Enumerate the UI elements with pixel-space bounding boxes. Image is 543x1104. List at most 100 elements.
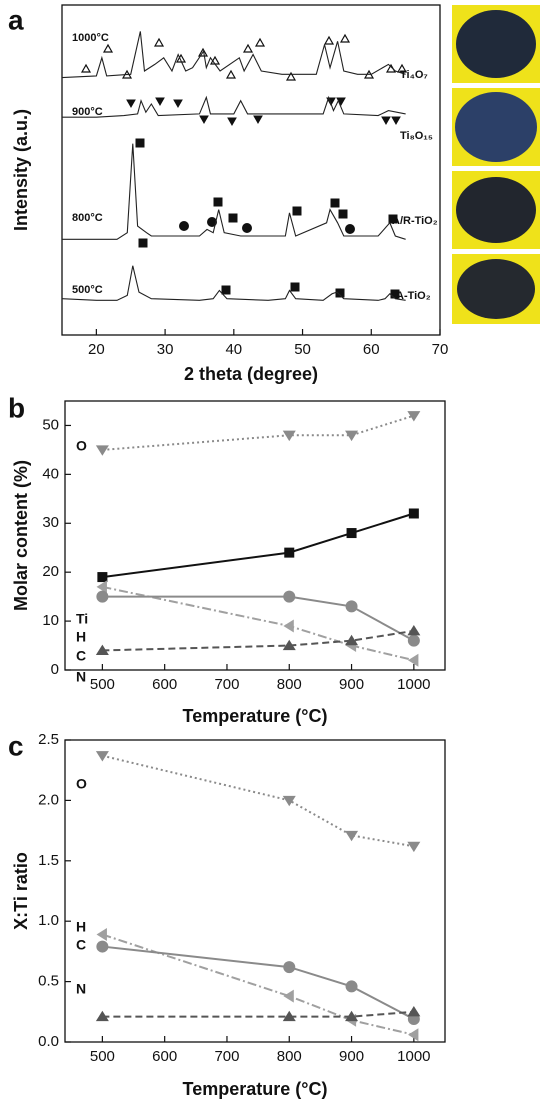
series-label: 500°C <box>72 284 103 296</box>
peak-marker <box>338 209 348 219</box>
peak-marker <box>335 288 345 298</box>
series-line <box>102 945 415 1020</box>
series-line <box>102 414 415 451</box>
marker <box>408 508 419 519</box>
marker <box>407 841 421 853</box>
marker <box>96 580 107 594</box>
y-tick-label: 10 <box>42 612 59 629</box>
peak-marker <box>221 285 231 295</box>
peak-marker <box>179 221 189 231</box>
x-tick-label: 40 <box>225 341 242 358</box>
marker <box>345 980 358 993</box>
photo-sample <box>456 10 536 78</box>
y-tick-label: 20 <box>42 563 59 580</box>
phase-label: A-TiO₂ <box>396 290 431 302</box>
panel-label: b <box>8 392 25 423</box>
marker <box>284 547 295 558</box>
marker <box>283 619 294 633</box>
marker <box>282 639 296 651</box>
marker <box>282 430 296 442</box>
marker <box>407 1005 421 1017</box>
x-axis-label: Temperature (°C) <box>183 1079 328 1099</box>
x-tick-label: 30 <box>157 341 174 358</box>
y-tick-label: 0.0 <box>38 1033 59 1050</box>
marker <box>345 830 359 842</box>
series-label: N <box>76 981 86 997</box>
series-label: H <box>76 629 86 645</box>
x-tick-label: 800 <box>277 676 302 693</box>
marker <box>407 411 421 422</box>
series-line <box>102 933 415 1036</box>
y-axis-label: X:Ti ratio <box>11 852 31 930</box>
photo-sample <box>457 259 535 319</box>
series-line <box>62 143 406 240</box>
series-label: C <box>76 648 86 664</box>
peak-marker <box>330 198 340 208</box>
plot-frame <box>64 739 446 1043</box>
peak-marker <box>345 224 355 234</box>
phase-label: A/R-TiO₂ <box>392 215 438 227</box>
phase-label: Ti₈O₁₅ <box>400 130 433 142</box>
phase-label: Ti₄O₇ <box>400 69 428 81</box>
marker <box>282 795 296 807</box>
series-label: C <box>76 937 86 953</box>
peak-marker <box>388 214 398 224</box>
series-label: N <box>76 669 86 685</box>
y-tick-label: 2.0 <box>38 791 59 808</box>
plot-frame <box>61 4 441 336</box>
marker <box>282 1010 296 1022</box>
series-line <box>61 265 406 301</box>
series-label: H <box>76 919 86 935</box>
y-tick-label: 0.5 <box>38 973 59 990</box>
marker <box>95 751 109 762</box>
panel-label: a <box>8 4 24 35</box>
y-tick-label: 30 <box>42 514 59 531</box>
marker <box>283 989 294 1003</box>
marker <box>95 644 109 655</box>
x-tick-label: 800 <box>277 1048 302 1065</box>
x-tick-label: 60 <box>363 341 380 358</box>
peak-marker <box>213 197 223 207</box>
series-line <box>102 585 415 662</box>
sample-photos <box>452 5 540 324</box>
marker <box>96 590 109 603</box>
x-tick-label: 1000 <box>397 1048 430 1065</box>
y-axis-label: Molar content (%) <box>11 460 31 611</box>
panel-label: c <box>8 730 24 761</box>
y-tick-label: 0 <box>51 661 59 678</box>
peak-marker <box>290 282 300 292</box>
x-tick-label: 50 <box>294 341 311 358</box>
peak-marker <box>228 213 238 223</box>
marker <box>408 653 419 667</box>
marker <box>95 445 109 456</box>
marker <box>345 430 359 442</box>
peak-marker <box>242 223 252 233</box>
x-tick-label: 1000 <box>397 676 430 693</box>
y-tick-label: 1.0 <box>38 912 59 929</box>
series-line <box>62 95 406 118</box>
marker <box>408 1028 419 1042</box>
x-axis-label: 2 theta (degree) <box>184 364 318 384</box>
x-tick-label: 70 <box>432 341 449 358</box>
series-label: 1000°C <box>72 32 109 44</box>
series-label: O <box>76 438 87 454</box>
marker <box>283 590 296 603</box>
x-axis-label: Temperature (°C) <box>183 706 328 726</box>
x-tick-label: 500 <box>90 1048 115 1065</box>
series-label: 900°C <box>72 106 103 118</box>
series-label: 800°C <box>72 212 103 224</box>
peak-marker <box>292 206 302 216</box>
x-tick-label: 700 <box>214 1048 239 1065</box>
marker <box>96 940 109 953</box>
marker <box>283 961 296 974</box>
peak-marker <box>138 238 148 248</box>
marker <box>407 634 420 647</box>
series-label: O <box>76 776 87 792</box>
peak-markers <box>80 33 408 299</box>
series-line <box>102 512 415 579</box>
marker <box>97 572 108 583</box>
x-tick-label: 600 <box>152 676 177 693</box>
x-tick-label: 500 <box>90 676 115 693</box>
series-line <box>102 629 415 652</box>
